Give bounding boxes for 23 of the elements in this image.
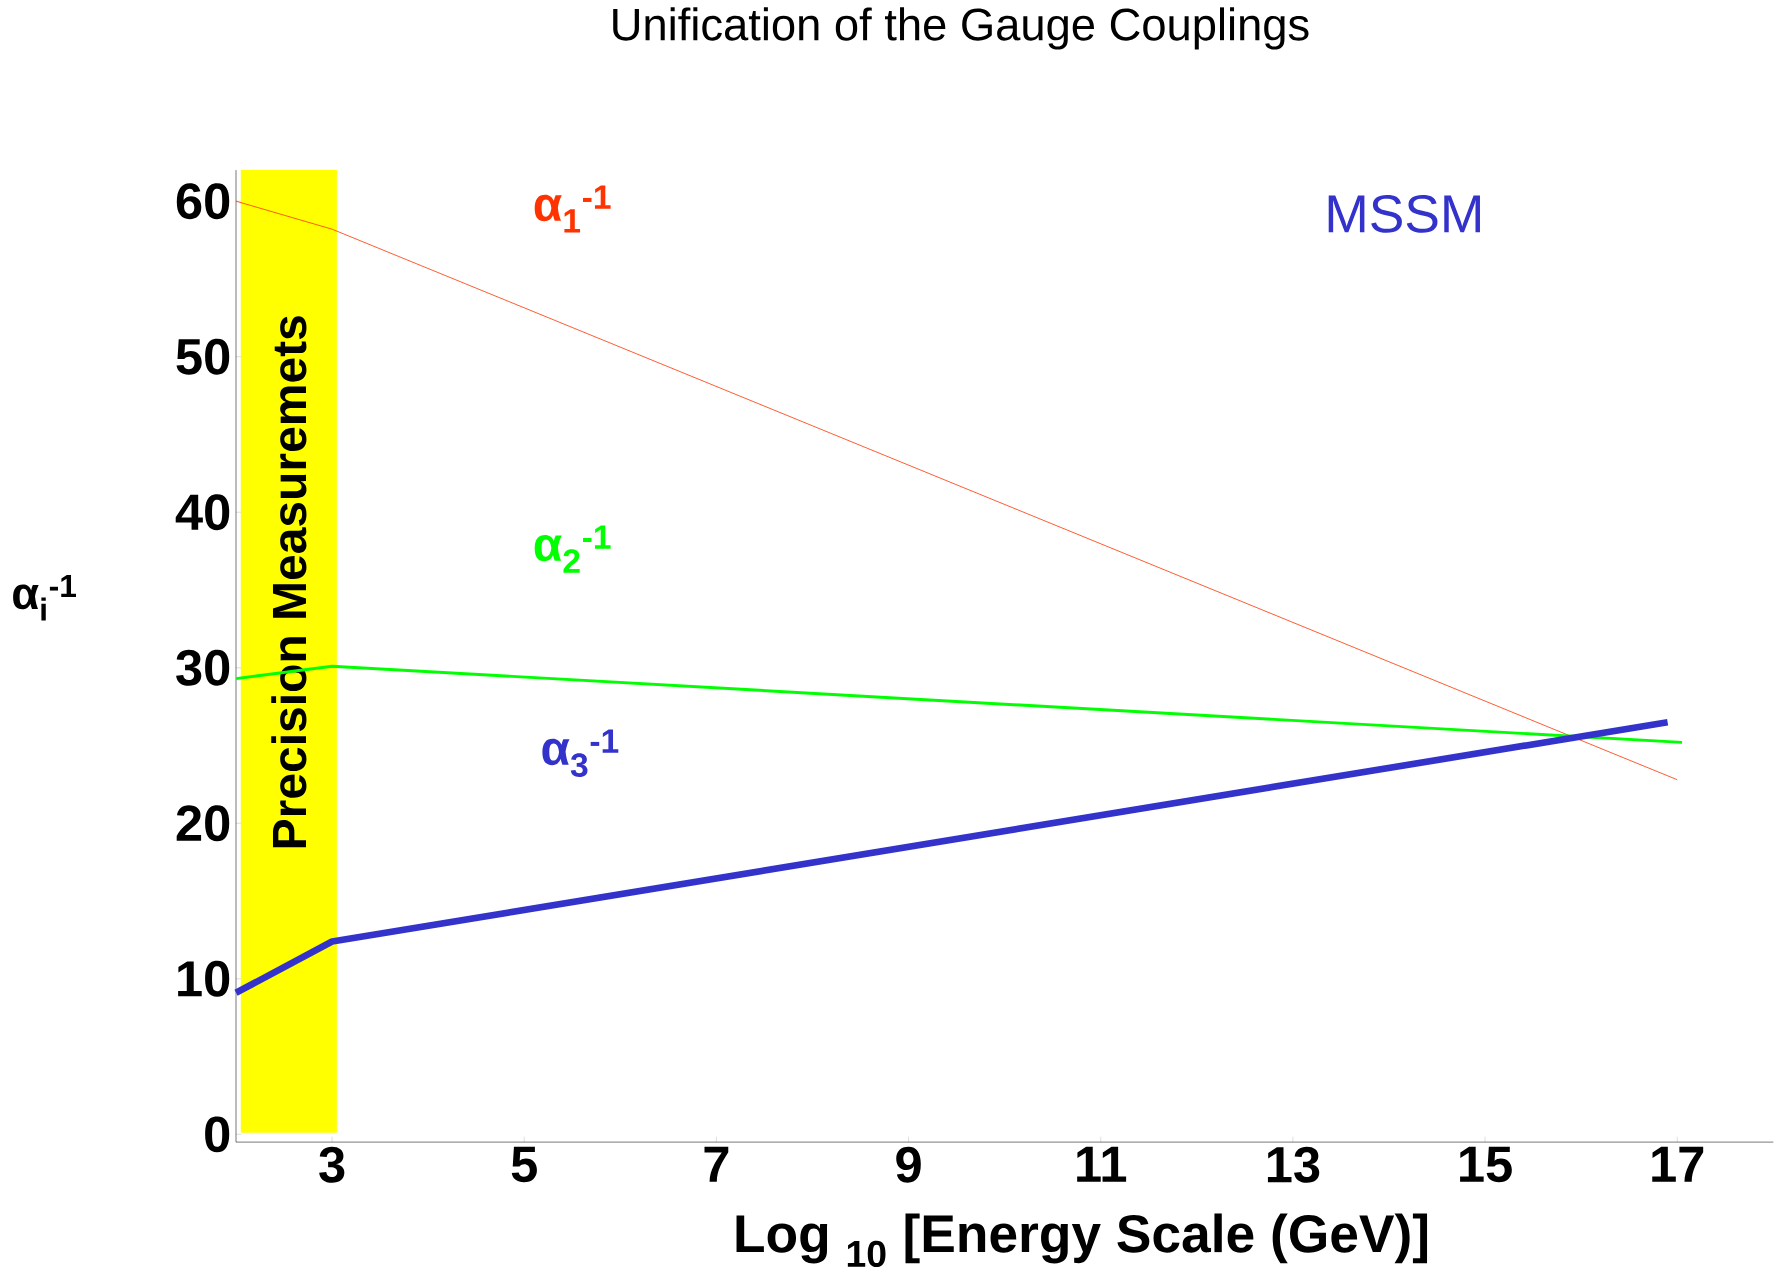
y-tick-label: 60 [176,183,230,220]
x-tick-label: 5 [511,1146,537,1183]
band-label: Precision Measuremets [271,316,307,848]
y-tick-label: 30 [176,649,230,686]
x-tick-label: 7 [704,1146,729,1182]
x-axis-title: Log $_{10}$ [Energy Scale (GeV)] [736,1213,1428,1268]
y-tick-label: 10 [178,960,230,997]
y-tick-label: 50 [176,338,230,375]
y-axis-title: α$_{i}$-1 [13,575,77,621]
x-tick-label: 3 [319,1146,345,1183]
x-tick-label: 17 [1652,1146,1704,1182]
x-tick-label: 9 [896,1146,921,1183]
y-tick-label: 20 [176,805,230,842]
y-tick-label: 0 [205,1116,230,1153]
x-tick-label: 15 [1460,1146,1512,1183]
chart-title: Unification of the Gauge Couplings [613,7,1309,50]
text: α$_{3}$-1 [542,729,619,778]
x-tick-label: 11 [1077,1146,1127,1182]
y-tick-label: 40 [175,494,230,531]
text: α$_{2}$-1 [534,525,611,573]
x-tick-label: 13 [1267,1146,1320,1183]
annotation: MSSM [1328,194,1480,233]
series-label: α$_{1}$-1 [534,185,611,233]
